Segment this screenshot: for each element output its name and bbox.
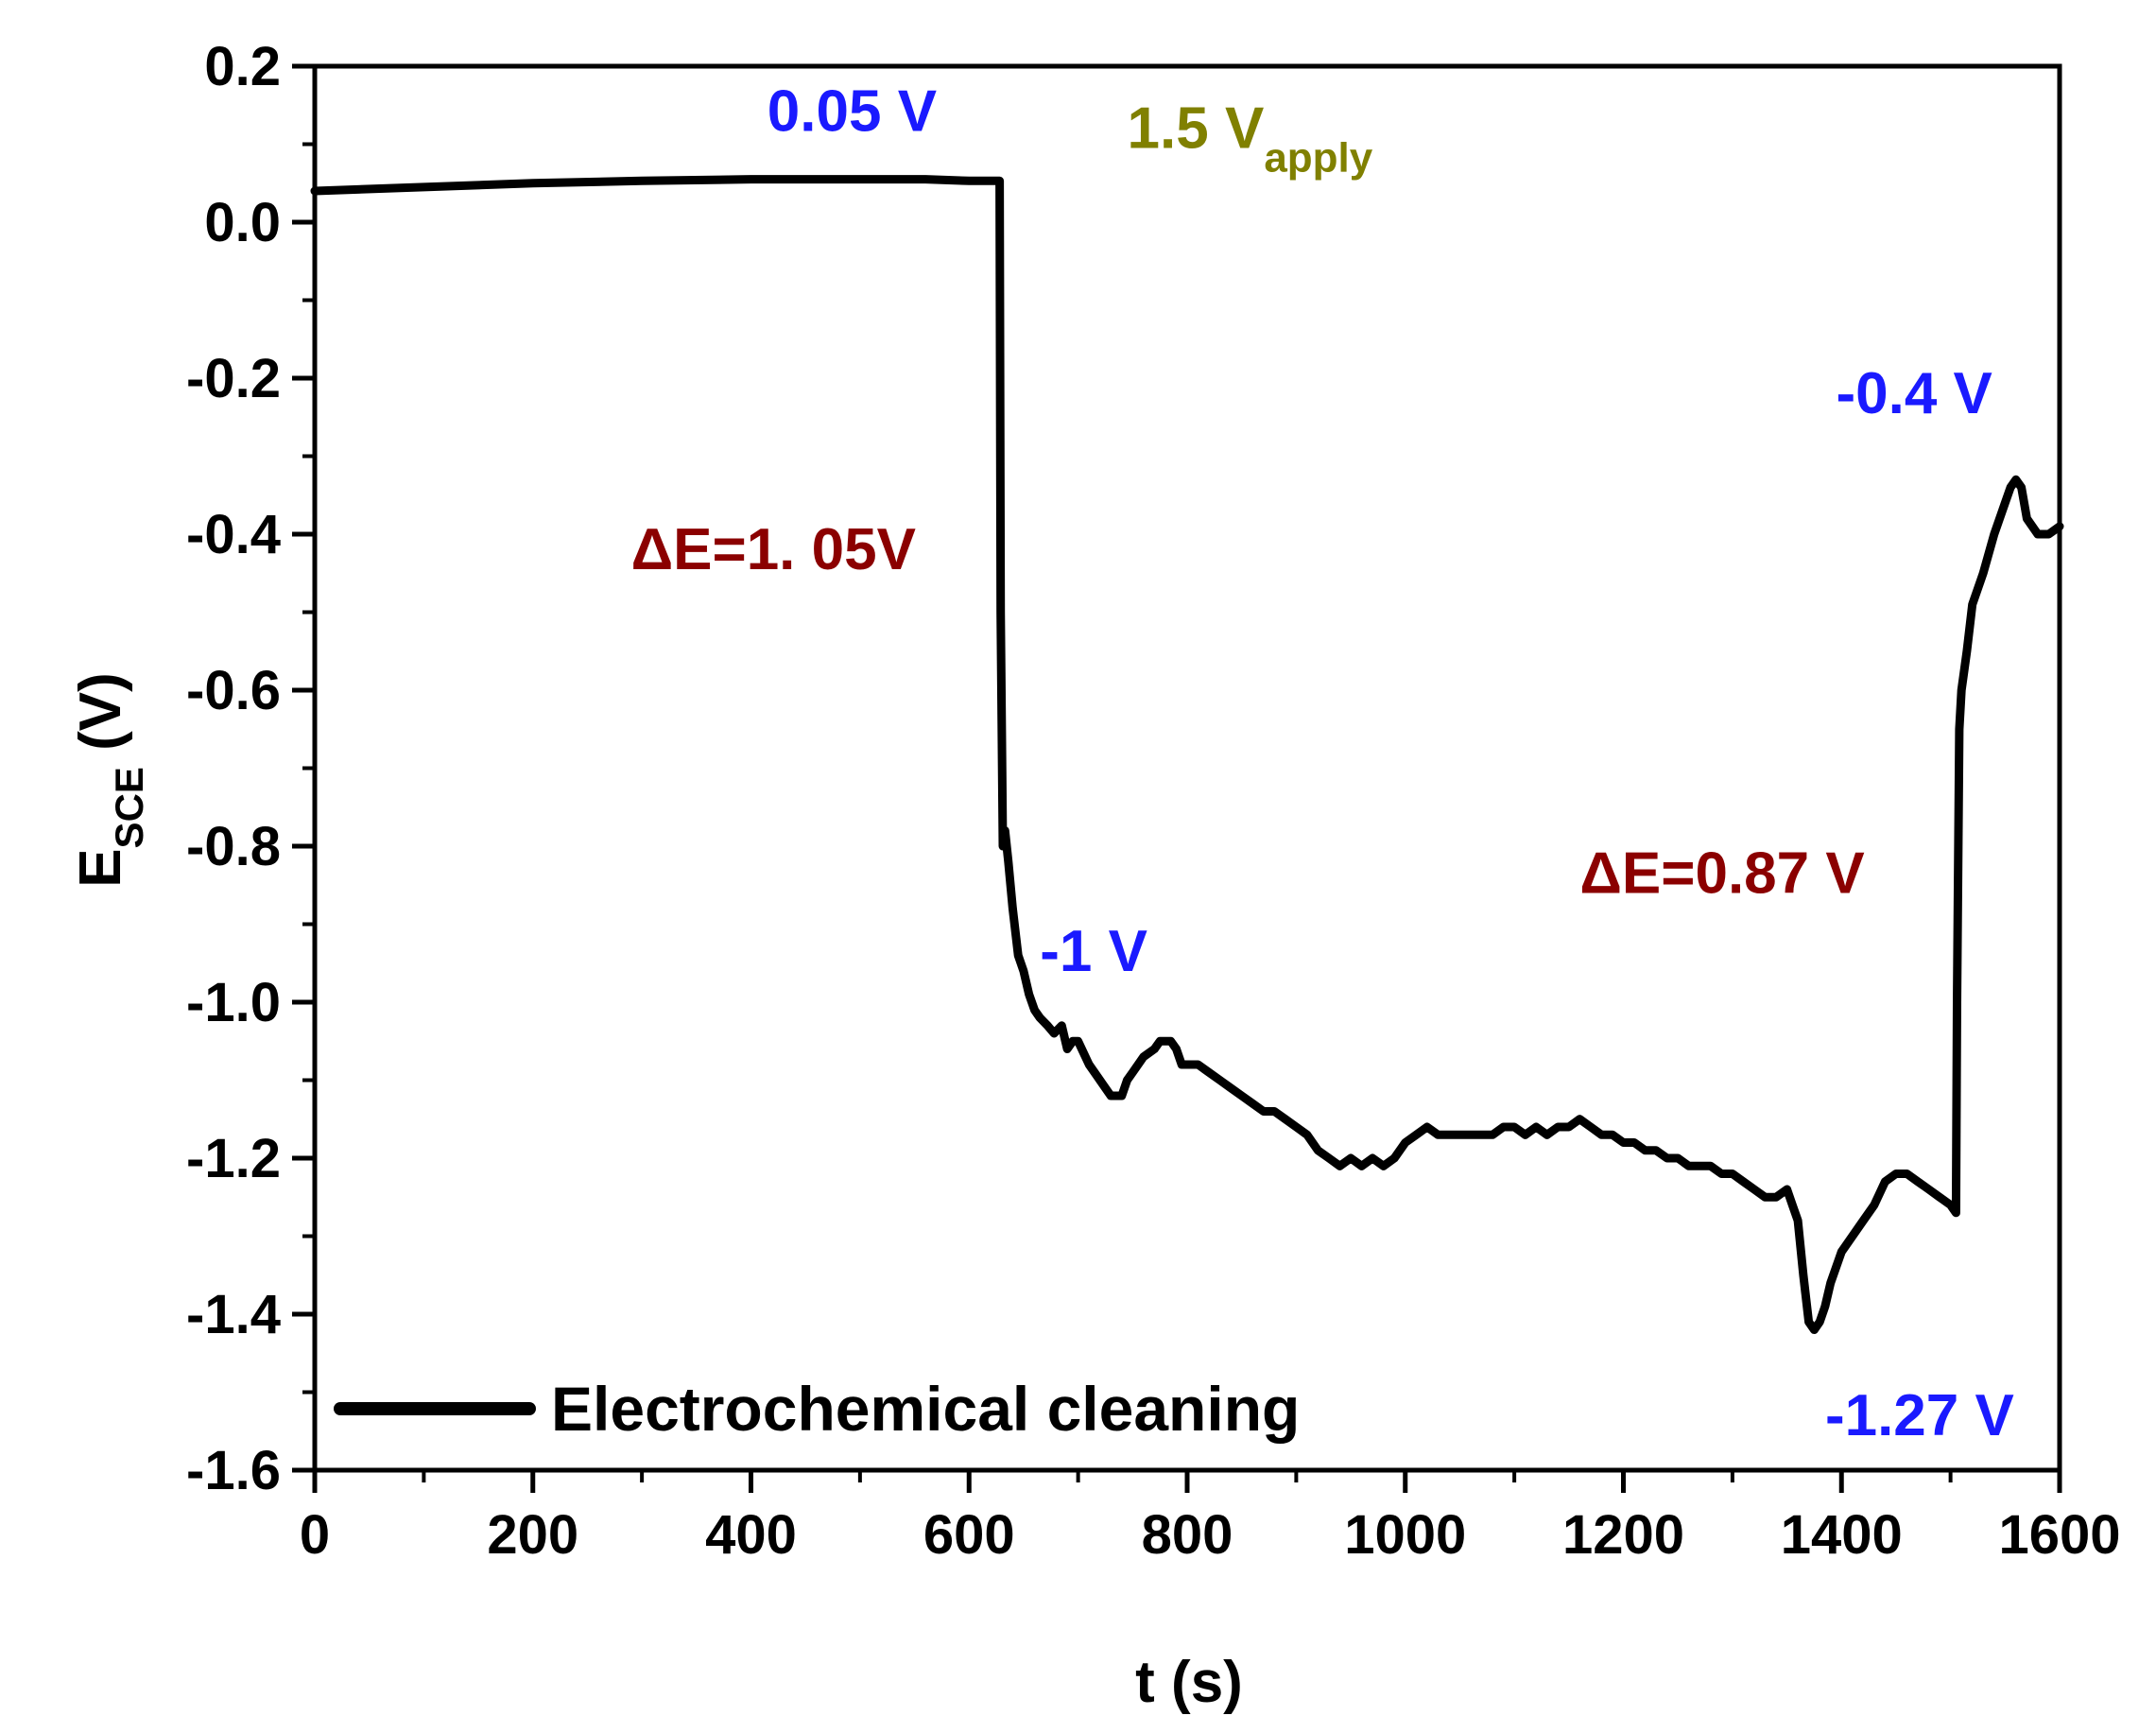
y-tick-label: -1.6 (186, 1440, 281, 1501)
x-tick-label: 0 (300, 1504, 330, 1566)
x-tick-label: 1000 (1344, 1504, 1466, 1566)
legend: Electrochemical cleaning (334, 1374, 1300, 1444)
ann-delta-0-87v: ΔE=0.87 V (1579, 841, 1864, 907)
x-tick-label: 400 (705, 1504, 797, 1566)
ann-1-5v-apply: 1.5 Vapply (1128, 96, 1373, 182)
series-line-electrochemical-cleaning (310, 175, 2064, 1334)
ann-0-05v-text: 0.05 V (768, 78, 937, 144)
y-tick-label: -0.6 (186, 660, 281, 721)
ann-0-05v: 0.05 V (768, 78, 937, 144)
ann-minus-1v-text: -1 V (1040, 919, 1147, 984)
ann-delta-1-05v-text: ΔE=1. 05V (631, 517, 916, 582)
ann-1-5v-apply-text: 1.5 V (1128, 96, 1265, 162)
x-axis-title: t (s) (1135, 1650, 1243, 1715)
ann-delta-1-05v: ΔE=1. 05V (631, 517, 916, 582)
y-axis-title: ESCE (V) (68, 672, 151, 888)
legend-label: Electrochemical cleaning (551, 1374, 1300, 1444)
y-tick-label: -1.2 (186, 1128, 281, 1189)
x-tick-label: 800 (1142, 1504, 1233, 1566)
y-tick-label: -0.8 (186, 816, 281, 877)
x-tick-label: 200 (487, 1504, 578, 1566)
y-axis-title-main: E (68, 848, 133, 887)
ann-minus-0-4v: -0.4 V (1836, 361, 1992, 426)
y-tick-label: -1.0 (186, 972, 281, 1033)
ann-1-5v-apply-subscript: apply (1264, 134, 1372, 181)
x-tick-label: 1200 (1562, 1504, 1684, 1566)
x-tick-label: 600 (923, 1504, 1015, 1566)
y-axis-title-sub: SCE (107, 767, 151, 848)
ann-minus-1-27v: -1.27 V (1825, 1383, 2014, 1448)
y-tick-label: -0.2 (186, 348, 281, 409)
x-tick-label: 1600 (1998, 1504, 2120, 1566)
plot-area: 0 200 400 600 800 1000 1200 1400 1600 0.2 0.0 -0.2 -… (186, 36, 2120, 1566)
svg-text:ESCE (V): ESCE (V) (68, 672, 151, 888)
x-tick-label: 1400 (1781, 1504, 1903, 1566)
y-tick-label: -0.4 (186, 504, 281, 565)
y-tick-label: 0.0 (204, 192, 281, 253)
ann-minus-0-4v-text: -0.4 V (1836, 361, 1992, 426)
y-tick-label: 0.2 (204, 36, 281, 97)
ann-delta-0-87v-text: ΔE=0.87 V (1579, 841, 1864, 907)
y-tick-label: -1.4 (186, 1284, 281, 1345)
ann-minus-1v: -1 V (1040, 919, 1147, 984)
y-axis-title-unit: (V) (68, 672, 133, 767)
ann-minus-1-27v-text: -1.27 V (1825, 1383, 2014, 1448)
